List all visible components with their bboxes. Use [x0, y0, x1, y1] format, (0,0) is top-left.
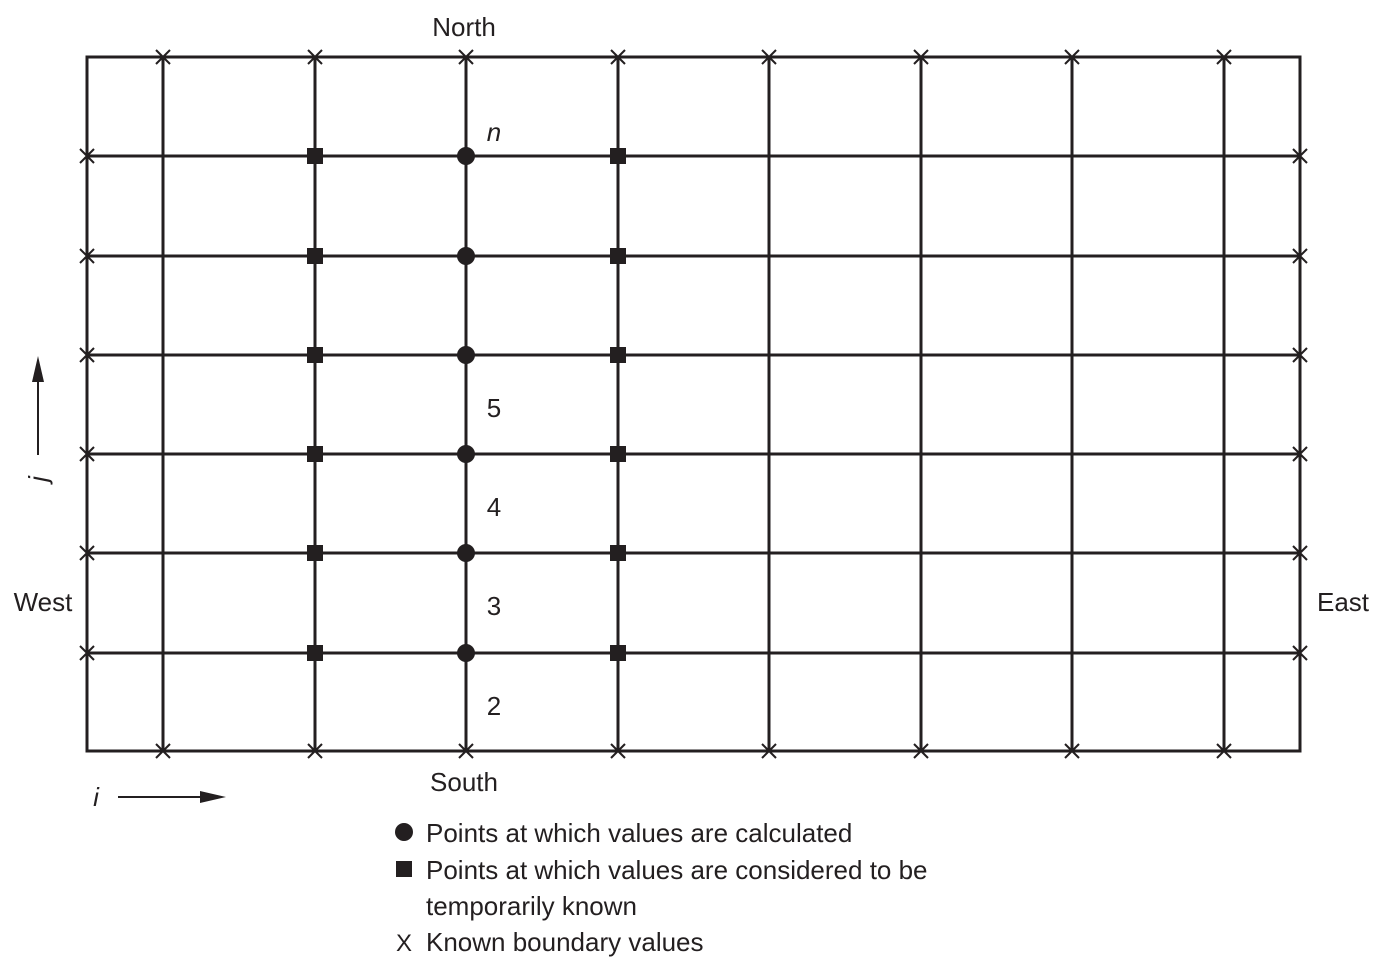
- temporarily-known-square-marker: [610, 148, 626, 164]
- boundary-x-marker-icon: [79, 645, 95, 661]
- temporarily-known-square-marker: [610, 446, 626, 462]
- boundary-x-marker-icon: [1292, 148, 1308, 164]
- boundary-x-marker-icon: [155, 49, 171, 65]
- legend-boundary-x-icon: X: [396, 930, 412, 957]
- boundary-x-marker-icon: [79, 446, 95, 462]
- j-axis-label: j: [23, 475, 53, 485]
- temporarily-known-square-marker: [307, 446, 323, 462]
- temporarily-known-square-marker: [610, 347, 626, 363]
- boundary-x-marker-icon: [155, 743, 171, 759]
- boundary-x-marker-icon: [1292, 347, 1308, 363]
- boundary-x-marker-icon: [79, 545, 95, 561]
- boundary-x-marker-icon: [1292, 446, 1308, 462]
- calculated-dot-marker: [457, 445, 475, 463]
- boundary-x-marker-icon: [1292, 545, 1308, 561]
- calculated-points: [457, 147, 475, 662]
- row-label-5: 5: [487, 393, 501, 423]
- legend-boundary-text: Known boundary values: [426, 927, 704, 957]
- boundary-markers: [79, 49, 1308, 759]
- temporarily-known-square-marker: [307, 645, 323, 661]
- temporarily-known-square-marker: [610, 645, 626, 661]
- calculated-dot-marker: [457, 247, 475, 265]
- temporarily-known-points: [307, 148, 626, 661]
- boundary-x-marker-icon: [79, 347, 95, 363]
- legend-temp-known-text-line2: temporarily known: [426, 891, 637, 921]
- row-label-2: 2: [487, 691, 501, 721]
- domain-boundary: [85, 55, 1302, 753]
- north-label: North: [432, 12, 496, 42]
- j-direction-arrow: [32, 356, 44, 455]
- boundary-x-marker-icon: [79, 248, 95, 264]
- boundary-x-marker-icon: [761, 49, 777, 65]
- calculated-dot-marker: [457, 346, 475, 364]
- boundary-x-marker-icon: [79, 148, 95, 164]
- temporarily-known-square-marker: [610, 248, 626, 264]
- i-axis-label: i: [93, 782, 100, 812]
- boundary-x-marker-icon: [913, 49, 929, 65]
- boundary-x-marker-icon: [1064, 743, 1080, 759]
- boundary-x-marker-icon: [1216, 49, 1232, 65]
- boundary-x-marker-icon: [307, 49, 323, 65]
- legend: Points at which values are calculated Po…: [395, 818, 928, 957]
- legend-calculated-text: Points at which values are calculated: [426, 818, 852, 848]
- temporarily-known-square-marker: [307, 347, 323, 363]
- legend-calculated-dot-icon: [395, 823, 413, 841]
- legend-temp-known-square-icon: [396, 861, 412, 877]
- boundary-x-marker-icon: [458, 49, 474, 65]
- temporarily-known-square-marker: [610, 545, 626, 561]
- boundary-x-marker-icon: [458, 743, 474, 759]
- boundary-x-marker-icon: [610, 743, 626, 759]
- boundary-x-marker-icon: [761, 743, 777, 759]
- row-label-3: 3: [487, 591, 501, 621]
- boundary-x-marker-icon: [1216, 743, 1232, 759]
- i-direction-arrow: [118, 791, 226, 803]
- boundary-x-marker-icon: [1064, 49, 1080, 65]
- temporarily-known-square-marker: [307, 148, 323, 164]
- i-arrow-head-icon: [200, 791, 226, 803]
- calculated-dot-marker: [457, 147, 475, 165]
- south-label: South: [430, 767, 498, 797]
- temporarily-known-square-marker: [307, 545, 323, 561]
- row-label-n: n: [487, 117, 501, 147]
- grid-lines: [87, 57, 1300, 751]
- j-arrow-head-icon: [32, 356, 44, 382]
- calculated-dot-marker: [457, 644, 475, 662]
- boundary-x-marker-icon: [307, 743, 323, 759]
- boundary-x-marker-icon: [610, 49, 626, 65]
- west-label: West: [14, 587, 74, 617]
- boundary-x-marker-icon: [1292, 645, 1308, 661]
- row-label-4: 4: [487, 492, 501, 522]
- boundary-x-marker-icon: [913, 743, 929, 759]
- legend-temp-known-text-line1: Points at which values are considered to…: [426, 855, 928, 885]
- east-label: East: [1317, 587, 1370, 617]
- calculated-dot-marker: [457, 544, 475, 562]
- temporarily-known-square-marker: [307, 248, 323, 264]
- boundary-x-marker-icon: [1292, 248, 1308, 264]
